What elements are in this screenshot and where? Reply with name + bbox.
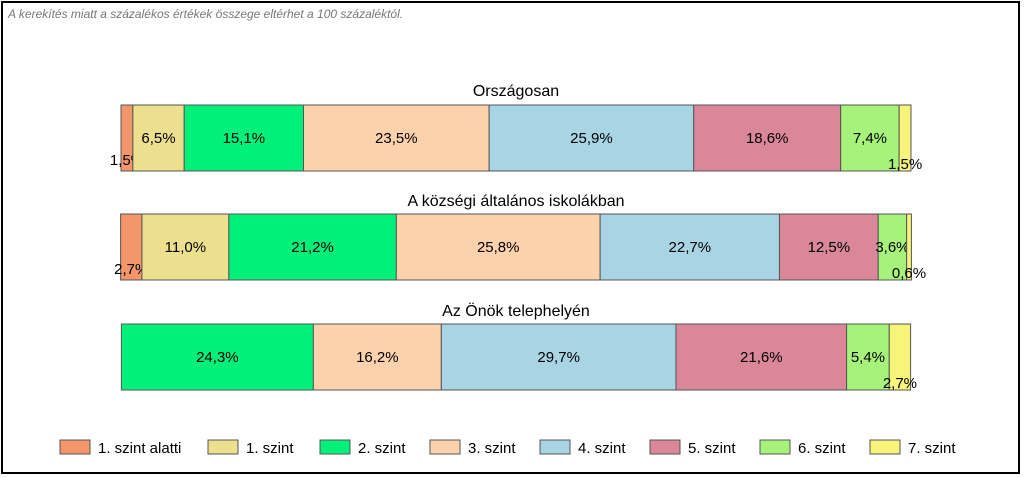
bar-segment [877,213,908,281]
segment-label: 21,6% [740,349,783,366]
segment-label: 3,6% [875,239,909,256]
segment-label: 24,3% [196,349,239,366]
bar-segment [302,104,490,172]
segment-label: 12,5% [808,239,851,256]
segment-label: 25,8% [477,239,520,256]
legend-label: 4. szint [578,440,626,457]
segment-label: 5,4% [851,349,885,366]
legend-swatch [319,439,351,455]
legend-swatch [649,439,681,455]
segment-label: 21,2% [291,239,334,256]
bar-segment [183,104,304,172]
segment-label: 7,4% [853,130,887,147]
legend-swatch [429,439,461,455]
legend-label: 1. szint alatti [98,440,181,457]
bar-segment [599,213,780,281]
bar-segment [840,104,900,172]
segment-label: 22,7% [669,239,712,256]
bar-segment [120,323,314,391]
segment-label: 1,5% [888,156,922,173]
legend-swatch [539,439,571,455]
segment-label: 29,7% [537,349,580,366]
bar-segment [132,104,185,172]
bar-segment [395,213,601,281]
segment-label: 18,6% [746,130,789,147]
legend-label: 3. szint [468,440,516,457]
segment-label: 6,5% [141,130,175,147]
bar-segment [778,213,879,281]
segment-label: 16,2% [356,349,399,366]
segment-label: 23,5% [375,130,418,147]
segment-label: 11,0% [165,239,206,256]
bar-segment [846,323,890,391]
bar-segment [888,323,912,391]
segment-label: 25,9% [570,130,613,147]
legend-swatch [869,439,901,455]
bar-title: Az Önök telephelyén [442,302,590,320]
legend-label: 5. szint [688,440,736,457]
legend-swatch [207,439,239,455]
segment-label: 0,6% [892,265,926,282]
bar-segment [488,104,695,172]
legend-label: 6. szint [798,440,846,457]
legend-swatch [59,439,91,455]
bar-segment [312,323,442,391]
legend-label: 2. szint [358,440,406,457]
bar-title: Országosan [473,83,559,100]
bar-segment [898,104,912,172]
rounding-note: A kerekítés miatt a százalékos értékek ö… [8,7,404,21]
segment-label: 2,7% [883,375,917,392]
bar-segment [440,323,677,391]
legend-label: 7. szint [908,440,956,457]
segment-label: 2,7% [114,261,148,278]
bar-segment [693,104,842,172]
bar-segment [228,213,397,281]
bar-segment [906,213,912,281]
legend-label: 1. szint [246,440,294,457]
bar-title: A községi általános iskolákban [407,193,624,210]
legend-swatch [759,439,791,455]
bar-segment [675,323,848,391]
segment-label: 15,1% [223,130,266,147]
bar-segment [141,213,230,281]
